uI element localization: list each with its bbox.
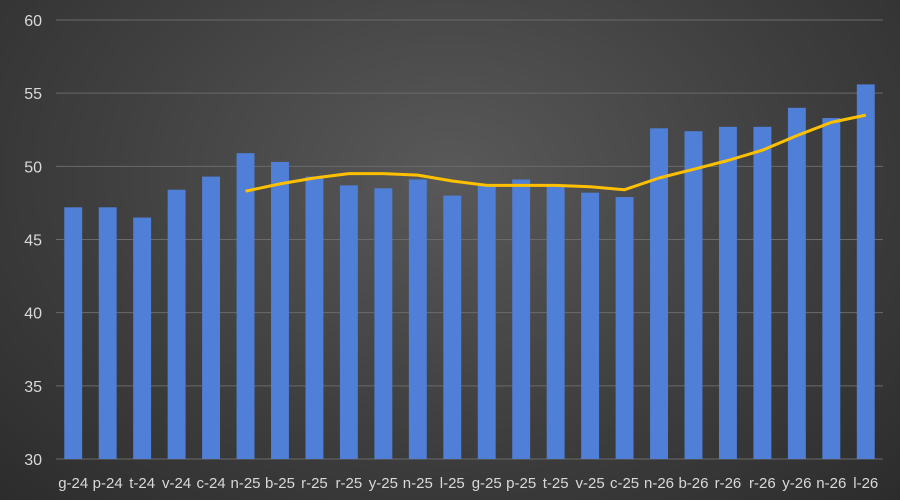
y-tick-label: 60 [24, 13, 42, 30]
x-tick-label: y-25 [369, 475, 398, 492]
line-series [245, 113, 867, 193]
y-tick-label: 50 [24, 159, 42, 176]
x-tick-label: g-24 [58, 475, 88, 492]
x-tick-label: y-26 [782, 475, 811, 492]
x-tick-label: p-24 [93, 475, 123, 492]
x-tick-label: g-25 [472, 475, 502, 492]
bar [615, 197, 634, 459]
y-tick-label: 45 [24, 233, 42, 250]
x-tick-label: p-25 [506, 475, 536, 492]
y-tick-label: 55 [24, 86, 42, 103]
bar [477, 185, 496, 459]
bar [305, 176, 324, 459]
x-tick-label: v-25 [576, 475, 605, 492]
x-tick-label: t-24 [129, 475, 155, 492]
x-tick-label: n-25 [231, 475, 261, 492]
x-tick-label: l-26 [853, 475, 878, 492]
x-tick-label: r-26 [715, 475, 742, 492]
x-tick-label: n-25 [403, 475, 433, 492]
bar [236, 153, 255, 459]
bar [408, 179, 427, 459]
x-tick-label: n-26 [644, 475, 674, 492]
bar [202, 176, 221, 459]
x-tick-label: t-25 [543, 475, 569, 492]
x-tick-label: r-25 [336, 475, 363, 492]
bar [512, 179, 531, 459]
bar [374, 188, 393, 460]
bar [650, 128, 668, 459]
x-axis-tick-labels: g-24 p-24 t-24 v-24 c-24 n-25 b-25 r-25 r-25 y-25… [58, 475, 878, 492]
bar [64, 207, 83, 459]
x-tick-label: b-25 [265, 475, 295, 492]
bar [98, 207, 117, 459]
bar-series [64, 84, 875, 460]
x-tick-label: r-26 [749, 475, 776, 492]
bar [581, 192, 600, 459]
bar [546, 185, 565, 459]
trend-line [245, 113, 867, 193]
bar [753, 126, 772, 459]
y-axis-tick-labels: 30 35 40 45 50 55 60 [24, 13, 42, 469]
gridlines [56, 19, 883, 460]
x-tick-label: n-26 [816, 475, 846, 492]
y-tick-label: 35 [24, 379, 42, 396]
x-tick-label: l-25 [440, 475, 465, 492]
bar [787, 107, 806, 460]
bar [271, 161, 289, 459]
x-tick-label: r-25 [301, 475, 328, 492]
bar [167, 189, 186, 459]
bar [822, 118, 841, 459]
x-tick-label: c-25 [610, 475, 639, 492]
bar [133, 217, 152, 459]
x-tick-label: v-24 [162, 475, 191, 492]
x-tick-label: b-26 [678, 475, 708, 492]
bar [443, 195, 462, 459]
x-tick-label: c-24 [196, 475, 225, 492]
bar [856, 84, 875, 460]
y-tick-label: 40 [24, 306, 42, 323]
bar [718, 126, 737, 459]
y-tick-label: 30 [24, 452, 42, 469]
bar [339, 185, 358, 459]
bar [684, 131, 703, 460]
